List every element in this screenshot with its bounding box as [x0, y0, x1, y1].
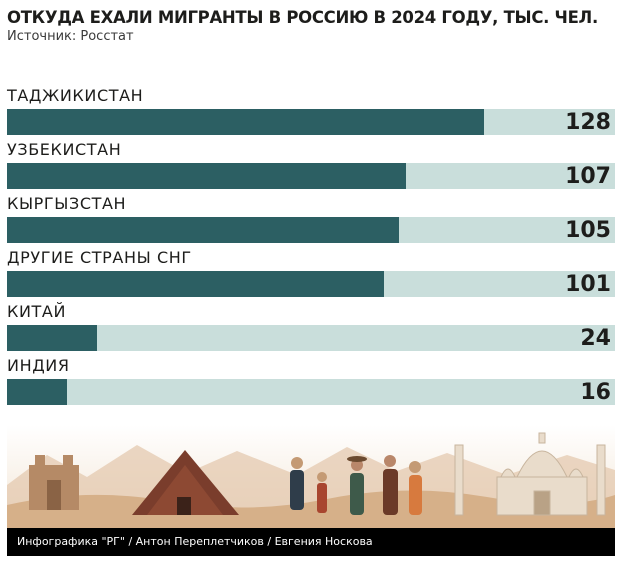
travelers-icon [290, 455, 422, 515]
category-label: ИНДИЯ [7, 356, 70, 375]
bar-track: 16 [7, 379, 615, 405]
credit-bar: Инфографика "РГ" / Антон Переплетчиков /… [7, 528, 615, 556]
category-label: КЫРГЫЗСТАН [7, 194, 127, 213]
yurt-icon [132, 450, 239, 515]
value-label: 128 [565, 110, 611, 135]
bar [7, 109, 484, 135]
category-label: ТАДЖИКИСТАН [7, 86, 144, 105]
bar-track: 107 [7, 163, 615, 189]
taj-mahal-icon [454, 432, 606, 516]
bar-track: 105 [7, 217, 615, 243]
bar [7, 163, 406, 189]
bar [7, 325, 97, 351]
bar-chart: ТАДЖИКИСТАН 128 УЗБЕКИСТАН 107 КЫРГЫЗСТАН 105… [0, 80, 624, 420]
category-label: КИТАЙ [7, 302, 67, 321]
bar [7, 217, 399, 243]
bar [7, 379, 67, 405]
value-label: 101 [565, 272, 611, 297]
chart-title: ОТКУДА ЕХАЛИ МИГРАНТЫ В РОССИЮ В 2024 ГО… [7, 8, 598, 27]
category-label: УЗБЕКИСТАН [7, 140, 122, 159]
illustration-travelers [7, 425, 615, 528]
value-label: 24 [580, 326, 611, 351]
bar-track: 128 [7, 109, 615, 135]
chart-source: Источник: Росстат [7, 29, 134, 44]
value-label: 105 [565, 218, 611, 243]
value-label: 16 [580, 380, 611, 405]
category-label: ДРУГИЕ СТРАНЫ СНГ [7, 248, 192, 267]
bar-track: 24 [7, 325, 615, 351]
value-label: 107 [565, 164, 611, 189]
fortress-icon [29, 455, 79, 510]
bar [7, 271, 384, 297]
bar-track: 101 [7, 271, 615, 297]
